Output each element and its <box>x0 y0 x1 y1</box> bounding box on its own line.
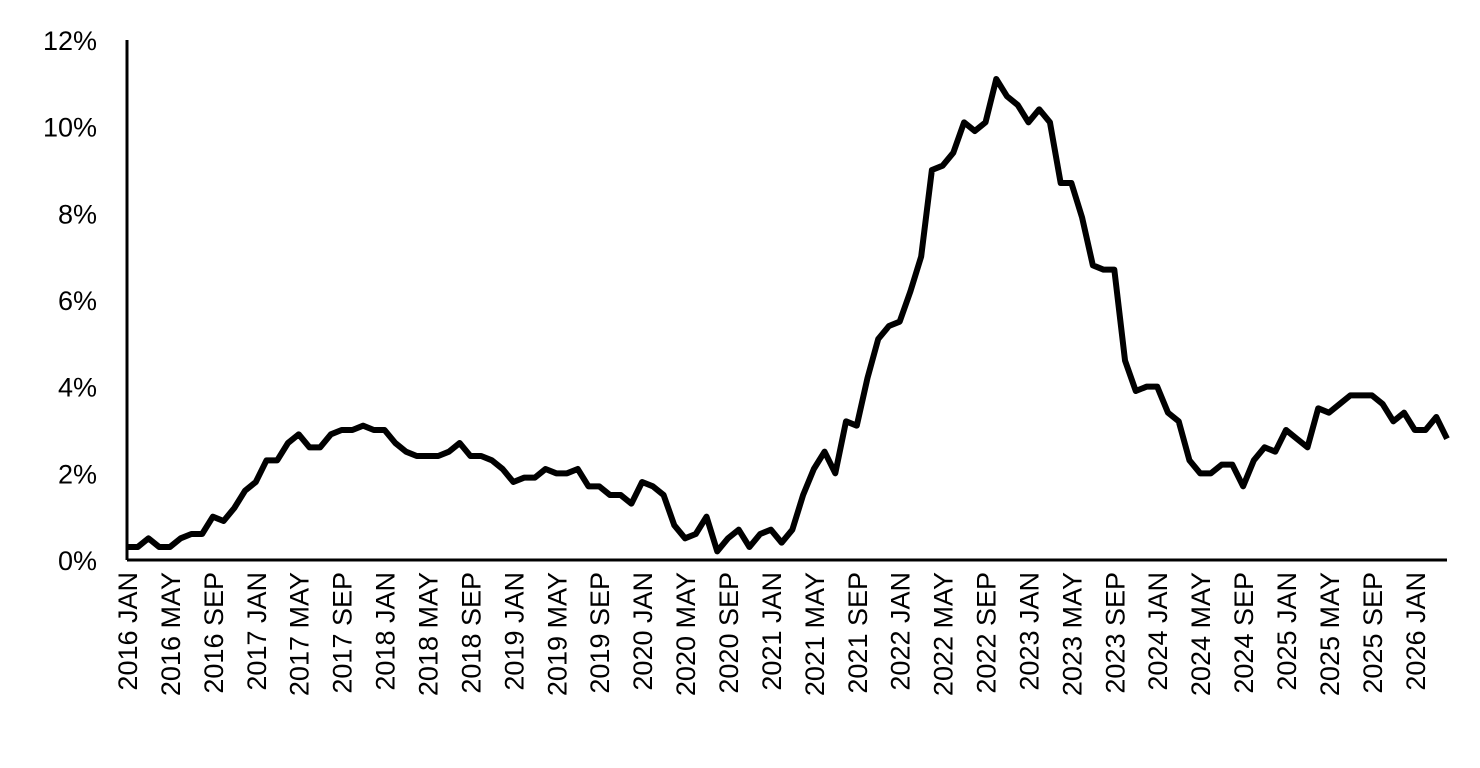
x-tick-label: 2017 SEP <box>328 572 358 694</box>
x-tick-label: 2018 MAY <box>413 572 443 696</box>
x-tick-label: 2018 JAN <box>371 572 401 691</box>
x-tick-label: 2016 SEP <box>199 572 229 694</box>
y-tick-label: 2% <box>58 459 97 489</box>
x-tick-label: 2022 JAN <box>886 572 916 691</box>
y-tick-label: 8% <box>58 199 97 229</box>
x-tick-label: 2016 JAN <box>113 572 143 691</box>
y-tick-label: 6% <box>58 286 97 316</box>
y-axis-tick-labels: 0% 2% 4% 6% 8% 10% 12% <box>43 26 97 576</box>
x-tick-label: 2025 MAY <box>1315 572 1345 696</box>
x-tick-label: 2024 SEP <box>1229 572 1259 694</box>
x-tick-label: 2022 MAY <box>929 572 959 696</box>
y-tick-label: 0% <box>58 546 97 576</box>
x-tick-label: 2025 JAN <box>1272 572 1302 691</box>
x-tick-label: 2018 SEP <box>456 572 486 694</box>
x-tick-label: 2019 SEP <box>585 572 615 694</box>
x-tick-label: 2019 JAN <box>499 572 529 691</box>
x-tick-label: 2023 MAY <box>1057 572 1087 696</box>
y-tick-label: 12% <box>43 26 97 56</box>
x-tick-label: 2022 SEP <box>972 572 1002 694</box>
y-tick-label: 10% <box>43 113 97 143</box>
y-tick-label: 4% <box>58 373 97 403</box>
x-tick-label: 2025 SEP <box>1358 572 1388 694</box>
x-tick-label: 2016 MAY <box>156 572 186 696</box>
x-tick-label: 2024 JAN <box>1143 572 1173 691</box>
x-tick-label: 2024 MAY <box>1186 572 1216 696</box>
x-axis-tick-labels: 2016 JAN 2016 MAY 2016 SEP 2017 JAN 2017 MAY… <box>113 572 1431 696</box>
x-tick-label: 2020 MAY <box>671 572 701 696</box>
x-tick-label: 2020 SEP <box>714 572 744 694</box>
x-tick-label: 2023 JAN <box>1014 572 1044 691</box>
x-tick-label: 2017 JAN <box>242 572 272 691</box>
x-tick-label: 2021 MAY <box>800 572 830 696</box>
x-tick-label: 2023 SEP <box>1100 572 1130 694</box>
x-tick-label: 2017 MAY <box>285 572 315 696</box>
x-tick-label: 2019 MAY <box>542 572 572 696</box>
series-line <box>127 76 1450 555</box>
x-tick-label: 2021 JAN <box>757 572 787 691</box>
x-tick-label: 2020 JAN <box>628 572 658 691</box>
x-tick-label: 2021 SEP <box>843 572 873 694</box>
x-tick-label: 2026 JAN <box>1401 572 1431 691</box>
